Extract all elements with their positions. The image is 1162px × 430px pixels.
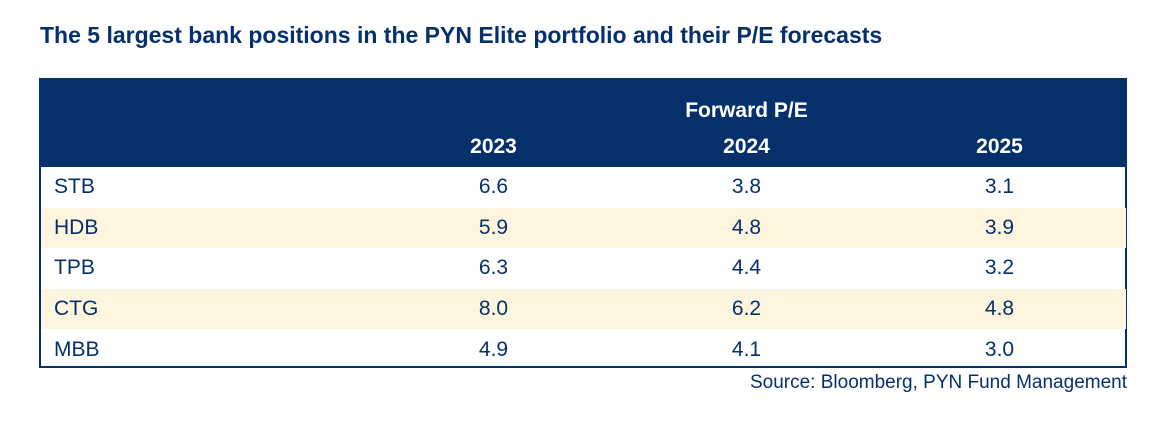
table-row: STB 6.6 3.8 3.1 <box>41 167 1126 208</box>
header-years-row: 2023 2024 2025 <box>41 125 1126 167</box>
pe-value-cell: 4.4 <box>731 256 762 280</box>
pe-value-cell: 6.3 <box>478 256 509 280</box>
column-header-2024: 2024 <box>620 125 873 167</box>
pe-value-cell: 4.8 <box>873 288 1126 330</box>
pe-value-cell: 4.1 <box>731 337 762 361</box>
table-header: Forward P/E 2023 2024 2025 <box>41 80 1126 167</box>
pe-value-cell: 8.0 <box>367 288 620 330</box>
table-body: STB 6.6 3.8 3.1 HDB 5.9 4.8 3.9 TPB 6.3 … <box>41 167 1126 370</box>
chart-title: The 5 largest bank positions in the PYN … <box>40 22 883 48</box>
bank-name-cell: HDB <box>41 207 367 249</box>
table-row: HDB 5.9 4.8 3.9 <box>41 207 1126 249</box>
pe-forecast-table: Forward P/E 2023 2024 2025 STB 6.6 3.8 3… <box>41 80 1126 370</box>
bank-name-cell: MBB <box>54 337 100 361</box>
pe-value-cell: 3.9 <box>873 207 1126 249</box>
pe-table-container: Forward P/E 2023 2024 2025 STB 6.6 3.8 3… <box>39 78 1127 368</box>
column-header-2025: 2025 <box>873 125 1126 167</box>
pe-value-cell: 5.9 <box>367 207 620 249</box>
bank-name-cell: STB <box>54 175 95 199</box>
column-header-2023: 2023 <box>367 125 620 167</box>
source-note: Source: Bloomberg, PYN Fund Management <box>749 372 1127 393</box>
pe-value-cell: 3.8 <box>731 175 762 199</box>
bank-name-cell: TPB <box>54 256 95 280</box>
pe-value-cell: 4.9 <box>478 337 509 361</box>
pe-value-cell: 6.2 <box>620 288 873 330</box>
pe-value-cell: 6.6 <box>478 175 509 199</box>
header-group-row: Forward P/E <box>41 80 1126 125</box>
header-empty-cell <box>41 80 367 125</box>
pe-value-cell: 3.2 <box>984 256 1015 280</box>
table-row: CTG 8.0 6.2 4.8 <box>41 288 1126 330</box>
table-row: MBB 4.9 4.1 3.0 <box>41 329 1126 370</box>
pe-value-cell: 4.8 <box>620 207 873 249</box>
header-empty-cell <box>41 125 367 167</box>
pe-value-cell: 3.1 <box>984 175 1015 199</box>
table-row: TPB 6.3 4.4 3.2 <box>41 248 1126 289</box>
bank-name-cell: CTG <box>41 288 367 330</box>
pe-value-cell: 3.0 <box>984 337 1015 361</box>
forward-pe-header: Forward P/E <box>367 80 1126 125</box>
